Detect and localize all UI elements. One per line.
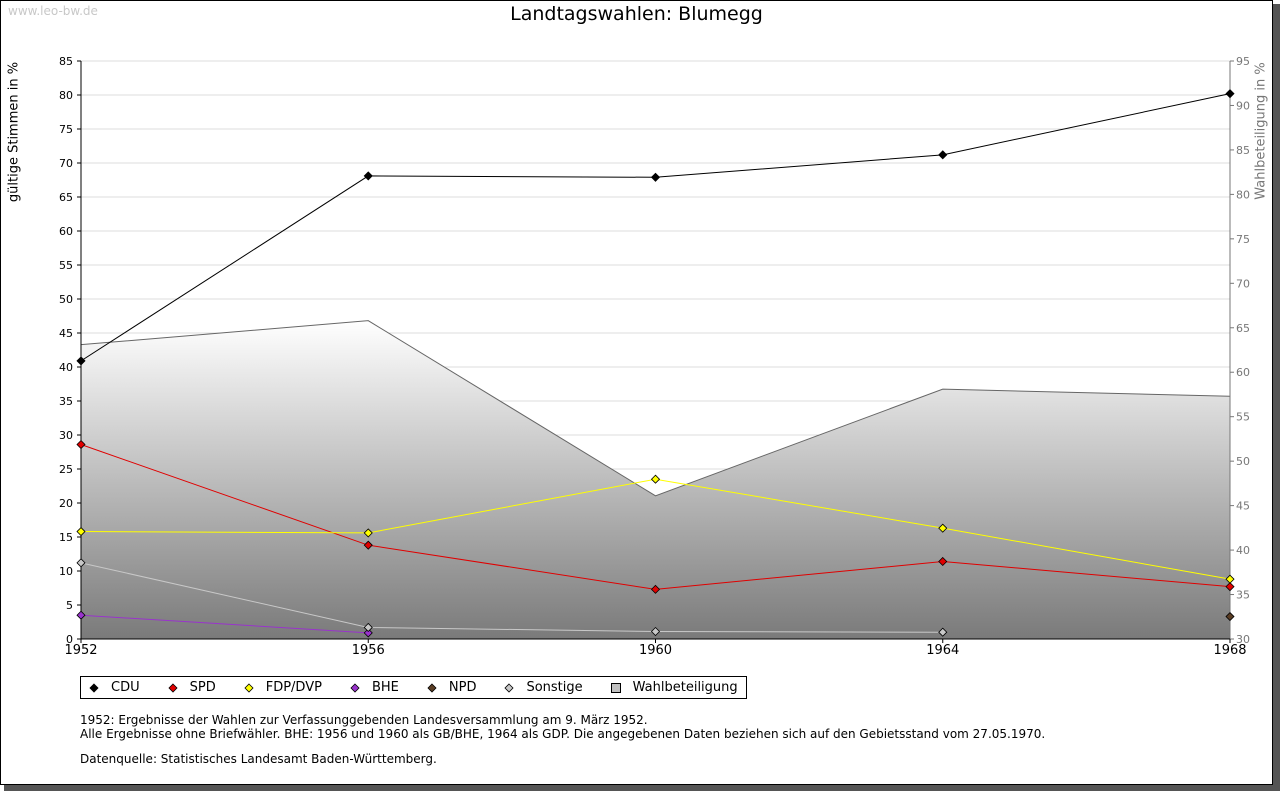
chart-notes: 1952: Ergebnisse der Wahlen zur Verfassu… xyxy=(80,713,1045,741)
legend-label-npd: NPD xyxy=(448,680,477,695)
y2-tick-label: 45 xyxy=(1236,500,1250,513)
data-point-cdu xyxy=(76,356,86,366)
data-point-sonstige xyxy=(363,622,373,633)
legend-symbol-sonstige xyxy=(504,682,515,693)
data-point-cdu xyxy=(1225,89,1235,99)
series-line-sonstige xyxy=(80,562,943,633)
legend-item-sonstige: Sonstige xyxy=(504,680,583,695)
data-source: Datenquelle: Statistisches Landesamt Bad… xyxy=(80,752,437,766)
y-tick-label: 60 xyxy=(59,225,73,238)
y2-tick-label: 65 xyxy=(1236,322,1250,335)
y2-tick-label: 85 xyxy=(1236,144,1250,157)
y-tick-label: 35 xyxy=(59,395,73,408)
y-tick-label: 0 xyxy=(66,633,73,646)
y2-tick-label: 35 xyxy=(1236,589,1250,602)
data-point-sonstige xyxy=(76,558,86,568)
legend-symbol-npd xyxy=(427,682,437,693)
data-point-spd xyxy=(363,540,373,550)
frame-shadow-bottom xyxy=(4,785,1280,791)
data-point-bhe xyxy=(76,610,86,620)
legend-item-spd: SPD xyxy=(168,680,216,695)
data-point-cdu xyxy=(650,172,661,182)
legend-symbol-wahlbeteiligung xyxy=(610,682,621,693)
y-tick-label: 20 xyxy=(59,497,73,510)
frame-shadow-right xyxy=(1273,4,1280,791)
legend-item-npd: NPD xyxy=(427,680,477,695)
data-point-fdp-dvp xyxy=(1225,574,1235,584)
legend-item-fdp-dvp: FDP/DVP xyxy=(244,680,322,695)
y-tick-label: 10 xyxy=(59,565,73,578)
legend-item-wahlbeteiligung: Wahlbeteiligung xyxy=(610,680,738,695)
data-point-fdp-dvp xyxy=(938,523,948,533)
y-tick-label: 65 xyxy=(59,191,73,204)
y-tick-label: 50 xyxy=(59,293,73,306)
legend-item-bhe: BHE xyxy=(350,680,399,695)
legend-symbol-fdp-dvp xyxy=(244,682,254,693)
chart-legend: CDU SPD FDP/DVP BHE NPD Sonstige Wahlbeteiligu… xyxy=(80,676,747,699)
y2-tick-label: 95 xyxy=(1236,55,1250,68)
series-line-cdu xyxy=(80,93,1231,362)
y2-tick-label: 90 xyxy=(1236,99,1250,112)
legend-label-fdp-dvp: FDP/DVP xyxy=(265,680,322,695)
data-point-sonstige xyxy=(938,627,948,637)
y2-tick-label: 80 xyxy=(1236,188,1250,201)
data-point-npd xyxy=(1225,611,1235,622)
y2-tick-label: 60 xyxy=(1236,366,1250,379)
note-line-1: 1952: Ergebnisse der Wahlen zur Verfassu… xyxy=(80,713,648,727)
y2-tick-label: 40 xyxy=(1236,544,1250,557)
x-tick-label: 1964 xyxy=(926,643,959,658)
data-point-spd xyxy=(938,556,948,567)
y2-tick-label: 70 xyxy=(1236,277,1250,290)
y-tick-label: 85 xyxy=(59,55,73,68)
watermark: www.leo-bw.de xyxy=(8,4,98,18)
y-tick-label: 75 xyxy=(59,123,73,136)
legend-symbol-spd xyxy=(168,682,178,693)
y2-tick-label: 50 xyxy=(1236,455,1250,468)
legend-label-wahlbeteiligung: Wahlbeteiligung xyxy=(632,680,738,695)
x-tick-label: 1956 xyxy=(352,643,385,658)
legend-symbol-bhe xyxy=(350,682,360,693)
data-point-spd xyxy=(1225,582,1235,592)
data-point-spd xyxy=(650,584,661,594)
x-tick-label: 1960 xyxy=(639,643,672,658)
data-point-cdu xyxy=(938,150,948,160)
legend-label-cdu: CDU xyxy=(111,680,140,695)
y2-tick-label: 75 xyxy=(1236,233,1250,246)
y-tick-label: 30 xyxy=(59,429,73,442)
legend-label-bhe: BHE xyxy=(371,680,399,695)
y2-tick-label: 30 xyxy=(1236,633,1250,646)
y-tick-label: 55 xyxy=(59,259,73,272)
data-point-bhe xyxy=(363,628,373,638)
data-point-spd xyxy=(76,439,86,450)
x-tick-label: 1952 xyxy=(64,643,97,658)
legend-label-sonstige: Sonstige xyxy=(526,680,583,695)
y-tick-label: 5 xyxy=(66,599,73,612)
y-tick-label: 45 xyxy=(59,327,73,340)
data-point-sonstige xyxy=(650,626,661,637)
chart-title: Landtagswahlen: Blumegg xyxy=(510,3,763,25)
y-tick-label: 40 xyxy=(59,361,73,374)
legend-symbol-cdu xyxy=(89,682,99,693)
data-point-fdp-dvp xyxy=(76,526,86,537)
y-tick-label: 15 xyxy=(59,531,73,544)
legend-item-cdu: CDU xyxy=(89,680,140,695)
data-point-cdu xyxy=(363,171,373,181)
series-line-bhe xyxy=(80,614,369,634)
legend-label-spd: SPD xyxy=(189,680,216,695)
x-tick-label: 1968 xyxy=(1213,643,1246,658)
data-point-fdp-dvp xyxy=(363,528,373,538)
data-point-fdp-dvp xyxy=(650,474,661,484)
y-tick-label: 70 xyxy=(59,157,73,170)
y-tick-label: 25 xyxy=(59,463,73,476)
turnout-line xyxy=(80,320,1231,497)
note-line-2: Alle Ergebnisse ohne Briefwähler. BHE: 1… xyxy=(80,727,1046,741)
y2-tick-label: 55 xyxy=(1236,411,1250,424)
y-tick-label: 80 xyxy=(59,89,73,102)
